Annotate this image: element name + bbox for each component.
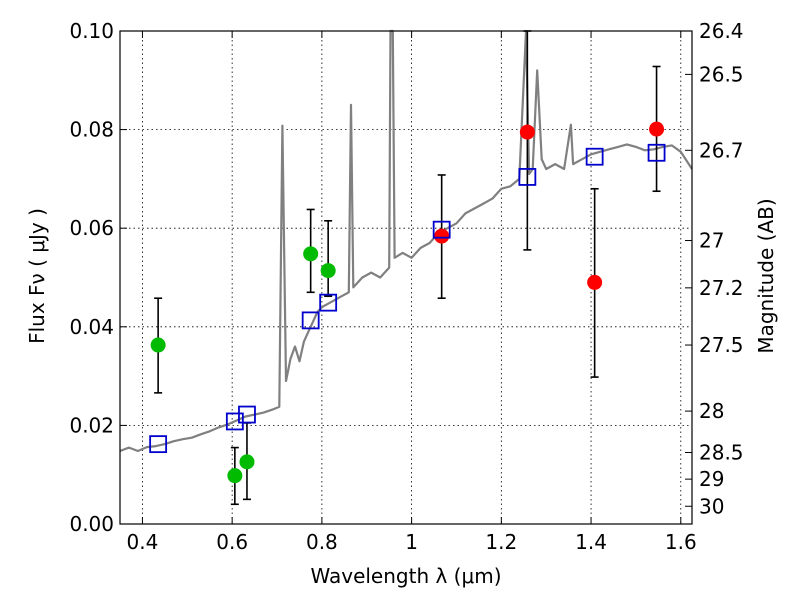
- model-photometry-square: [647, 143, 666, 162]
- x-tick-label: 1.4: [575, 530, 607, 554]
- y-tick-label: 0.04: [69, 315, 114, 339]
- observed-flux-point: [320, 263, 336, 279]
- magnitude-tick-label: 28.5: [699, 441, 744, 465]
- observed-flux-point: [587, 274, 603, 290]
- magnitude-tick-label: 29: [699, 467, 724, 491]
- model-spectrum-line: [119, 29, 693, 453]
- magnitude-tick-label: 26.5: [699, 62, 744, 86]
- model-photometry-square: [432, 220, 451, 239]
- magnitude-tick-label: 30: [699, 494, 724, 518]
- x-tick-label: 1.2: [485, 530, 517, 554]
- model-photometry-square: [319, 293, 338, 312]
- magnitude-tick-label: 27: [699, 229, 724, 253]
- magnitude-tick-label: 27.2: [699, 276, 744, 300]
- x-tick-label: 0.8: [306, 530, 338, 554]
- y-tick-label: 0.06: [69, 216, 114, 240]
- observed-flux-point: [227, 468, 243, 484]
- observed-flux-point: [239, 454, 255, 470]
- y-right-axis-label: Magnitude (AB): [754, 198, 778, 353]
- y-tick-label: 0.02: [69, 413, 114, 437]
- x-axis-label: Wavelength λ (μm): [310, 564, 501, 588]
- plot-frame: [119, 30, 693, 525]
- observed-flux-point: [649, 121, 665, 137]
- model-photometry-square: [225, 412, 244, 431]
- model-photometry-square: [301, 311, 320, 330]
- observed-flux-point: [150, 337, 166, 353]
- x-tick-label: 0.4: [127, 530, 159, 554]
- observed-flux-point: [434, 228, 450, 244]
- y-tick-label: 0.00: [69, 512, 114, 536]
- data-markers: [149, 121, 666, 484]
- y-tick-label: 0.10: [69, 19, 114, 43]
- magnitude-tick-label: 28: [699, 399, 724, 423]
- magnitude-tick-label: 27.5: [699, 333, 744, 357]
- model-spectrum: [119, 29, 693, 453]
- model-photometry-square: [238, 405, 256, 424]
- magnitude-tick-label: 26.7: [699, 138, 744, 162]
- x-tick-label: 0.6: [216, 530, 248, 554]
- model-photometry-square: [149, 435, 168, 454]
- x-tick-label: 1: [405, 530, 418, 554]
- y-axis-label: Flux Fν ( μJy ): [25, 208, 49, 344]
- error-bars: [154, 30, 661, 506]
- x-tick-label: 1.6: [665, 530, 697, 554]
- y-tick-label: 0.08: [69, 118, 114, 142]
- grid: [120, 30, 692, 525]
- model-photometry-square: [585, 147, 604, 166]
- observed-flux-point: [303, 246, 319, 262]
- magnitude-tick-label: 26.4: [699, 19, 744, 43]
- axis-ticks: 0.4 0.6 0.8 1 1.2 1.4 1.6 0.00 0.02 0.04 0.06 0.08 0…: [69, 19, 743, 554]
- model-photometry-square: [518, 168, 537, 186]
- observed-flux-point: [519, 124, 535, 140]
